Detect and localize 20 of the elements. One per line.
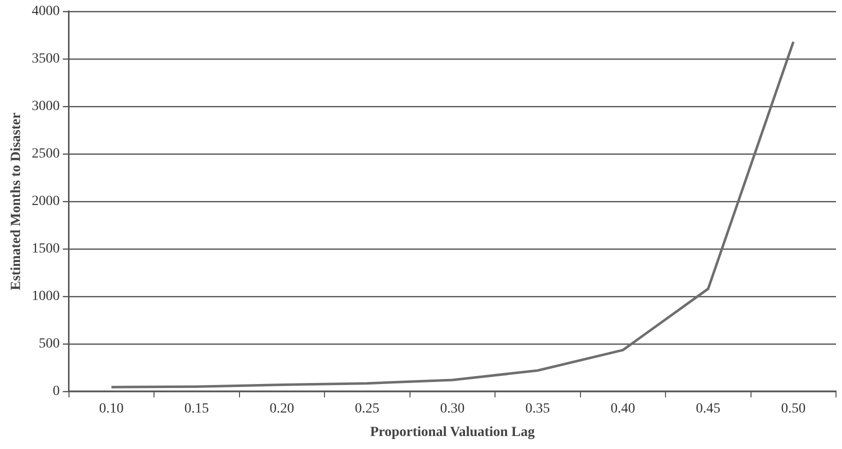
x-tick-label: 0.35 — [525, 401, 550, 416]
x-tick-label: 0.40 — [610, 401, 636, 416]
x-tick-label: 0.10 — [99, 401, 124, 416]
x-tick-label: 0.50 — [781, 401, 806, 416]
y-tick-label: 500 — [38, 336, 60, 352]
x-tick-label: 0.20 — [270, 401, 294, 416]
x-tick-label: 0.30 — [440, 401, 465, 416]
x-axis-title: Proportional Valuation Lag — [370, 425, 535, 440]
y-tick-label: 2000 — [32, 194, 60, 210]
x-tick-label: 0.25 — [354, 401, 380, 416]
y-tick-label: 1500 — [32, 242, 60, 257]
y-tick-label: 4000 — [32, 4, 60, 20]
y-tick-label: 0 — [52, 384, 60, 400]
y-tick-label: 2500 — [32, 146, 60, 162]
x-tick-label: 0.45 — [696, 401, 720, 416]
y-tick-label: 3000 — [32, 99, 60, 114]
y-tick-label: 1000 — [32, 289, 60, 304]
x-tick-label: 0.15 — [184, 401, 209, 416]
y-axis-title: Estimated Months to Disaster — [9, 112, 24, 290]
y-tick-label: 3500 — [32, 52, 60, 67]
